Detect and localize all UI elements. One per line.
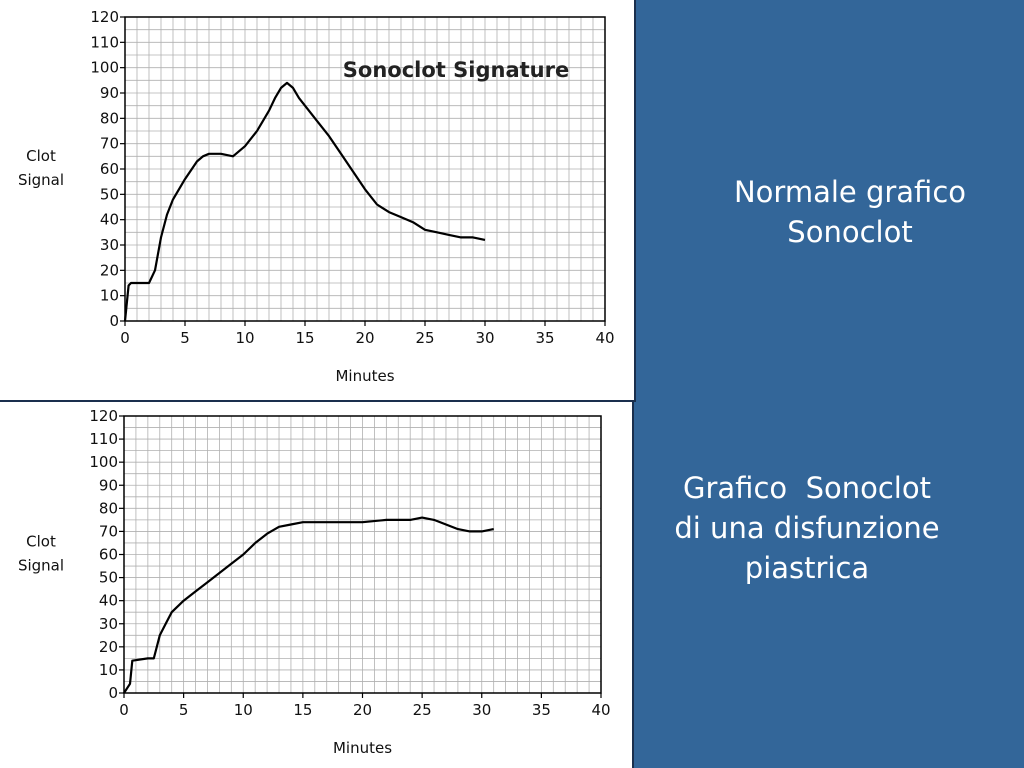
y-axis-label-word: Clot: [26, 533, 56, 551]
bottom-chart-panel: 0 10 20 30 40 50 60 70 80 90 100 110 120 0 5 10 15 20 25 30…: [0, 402, 634, 768]
x-tick-label: 30: [475, 329, 494, 347]
y-tick-label: 60: [100, 160, 119, 178]
x-tick-label: 5: [180, 329, 190, 347]
y-tick-label: 10: [99, 661, 118, 679]
y-tick-label: 40: [99, 592, 118, 610]
y-tick-label: 120: [90, 8, 119, 26]
x-tick-label: 25: [413, 701, 432, 719]
dysfunction-chart-caption: Grafico Sonoclot di una disfunzione pias…: [640, 468, 974, 588]
x-tick-label: 20: [355, 329, 374, 347]
x-tick-label: 40: [595, 329, 614, 347]
caption-line: piastrica: [744, 551, 870, 585]
x-tick-label: 15: [295, 329, 314, 347]
x-tick-label: 30: [472, 701, 491, 719]
y-tick-label: 50: [100, 185, 119, 203]
x-tick-label: 25: [415, 329, 434, 347]
x-tick-label: 35: [535, 329, 554, 347]
y-tick-label: 0: [108, 684, 118, 702]
y-tick-label: 80: [100, 109, 119, 127]
y-tick-label: 20: [99, 638, 118, 656]
normal-chart-caption: Normale grafico Sonoclot: [680, 172, 1020, 252]
top-chart-panel: 0 10 20 30 40 50 60 70 80 90 100 110 120 0 5 10 15 20 25 30…: [0, 0, 636, 402]
x-axis-label: Minutes: [335, 367, 394, 385]
platelet-dysfunction-sonoclot-chart: 0 10 20 30 40 50 60 70 80 90 100 110 120 0 5 10 15 20 25 30…: [18, 407, 611, 757]
caption-line: di una disfunzione: [674, 511, 940, 545]
y-tick-label: 100: [89, 453, 118, 471]
chart-title: Sonoclot Signature: [343, 58, 569, 82]
y-tick-label: 70: [99, 522, 118, 540]
y-tick-label: 100: [90, 59, 119, 77]
y-tick-label: 90: [99, 476, 118, 494]
y-axis-label: Clot Signal: [18, 533, 64, 575]
x-tick-label: 5: [179, 701, 189, 719]
y-tick-label: 90: [100, 84, 119, 102]
y-tick-label: 70: [100, 135, 119, 153]
y-tick-label: 30: [100, 236, 119, 254]
normal-sonoclot-chart: 0 10 20 30 40 50 60 70 80 90 100 110 120 0 5 10 15 20 25 30…: [18, 8, 615, 385]
y-tick-label: 30: [99, 615, 118, 633]
y-axis-label-word: Signal: [18, 557, 64, 575]
caption-line: Normale grafico: [733, 175, 967, 209]
x-axis-label: Minutes: [333, 739, 392, 757]
x-tick-label: 0: [119, 701, 129, 719]
x-tick-label: 10: [235, 329, 254, 347]
caption-line: Grafico Sonoclot: [683, 471, 931, 505]
y-tick-label: 110: [89, 430, 118, 448]
y-tick-label: 0: [109, 312, 119, 330]
y-axis-label: Clot Signal: [18, 147, 64, 189]
y-tick-label: 40: [100, 211, 119, 229]
y-tick-label: 20: [100, 261, 119, 279]
y-tick-label: 10: [100, 287, 119, 305]
series-line: [123, 516, 494, 694]
y-tick-label: 60: [99, 546, 118, 564]
x-tick-label: 0: [120, 329, 130, 347]
y-tick-label: 50: [99, 569, 118, 587]
y-tick-label: 110: [90, 33, 119, 51]
y-tick-label: 80: [99, 499, 118, 517]
x-tick-label: 40: [591, 701, 610, 719]
y-axis-label-word: Signal: [18, 171, 64, 189]
x-tick-label: 10: [234, 701, 253, 719]
y-tick-label: 120: [89, 407, 118, 425]
x-tick-label: 20: [353, 701, 372, 719]
x-tick-label: 35: [532, 701, 551, 719]
x-tick-label: 15: [293, 701, 312, 719]
y-axis-label-word: Clot: [26, 147, 56, 165]
series-line: [123, 81, 486, 322]
caption-line: Sonoclot: [787, 215, 913, 249]
